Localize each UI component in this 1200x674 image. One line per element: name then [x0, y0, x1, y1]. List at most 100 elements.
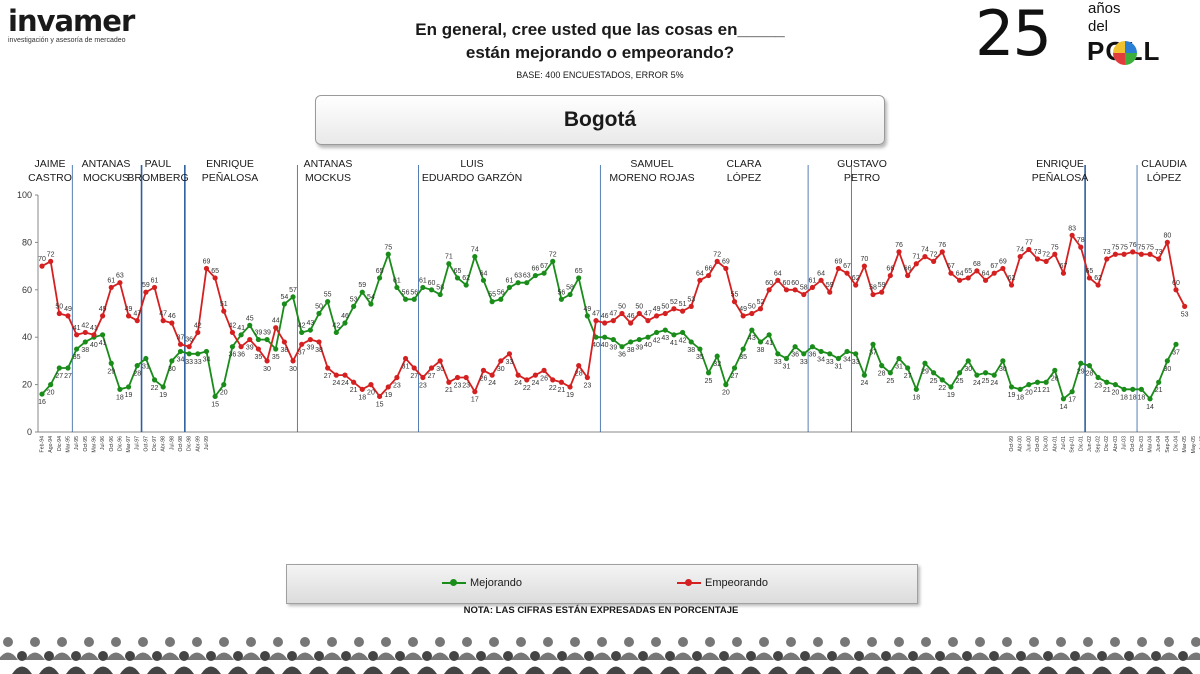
data-label: 25	[886, 378, 894, 385]
data-point	[56, 365, 62, 371]
data-point	[359, 289, 365, 295]
data-label: 41	[670, 340, 678, 347]
data-point	[134, 363, 140, 369]
x-tick-label: May-05	[1191, 436, 1197, 453]
data-label: 32	[713, 361, 721, 368]
data-label: 70	[38, 256, 46, 263]
data-label: 29	[1077, 368, 1085, 375]
data-label: 19	[947, 392, 955, 399]
data-point	[879, 289, 885, 295]
data-label: 55	[324, 292, 332, 299]
data-label: 75	[384, 244, 392, 251]
x-tick-label: Mar-04	[1148, 436, 1154, 453]
data-point	[705, 370, 712, 376]
data-label: 33	[826, 359, 834, 366]
data-point	[74, 332, 80, 338]
data-point	[714, 353, 720, 359]
data-point	[524, 377, 530, 383]
data-point	[299, 329, 305, 336]
data-point	[697, 277, 703, 283]
data-point	[982, 370, 989, 376]
data-point	[602, 320, 608, 326]
data-label: 20	[1112, 390, 1120, 397]
data-label: 14	[1060, 404, 1068, 411]
data-point	[1138, 386, 1144, 392]
data-label: 20	[47, 390, 55, 397]
period-label-line2: MORENO ROJAS	[609, 172, 694, 184]
data-point	[766, 287, 772, 293]
data-label: 64	[696, 270, 704, 277]
data-point	[801, 291, 807, 298]
data-label: 43	[306, 320, 314, 327]
data-label: 61	[809, 277, 817, 284]
data-point	[316, 310, 322, 317]
data-point	[740, 346, 746, 352]
x-tick-label: Jun-02	[1087, 436, 1093, 452]
data-point	[420, 374, 426, 381]
data-label: 65	[211, 268, 219, 275]
data-label: 18	[1129, 394, 1137, 401]
data-point	[645, 318, 651, 324]
data-point	[939, 377, 945, 383]
person-silhouette-icon	[160, 637, 180, 660]
data-label: 23	[419, 382, 427, 389]
data-point	[377, 393, 383, 400]
data-label: 62	[852, 275, 860, 282]
data-point	[1121, 251, 1127, 257]
data-label: 31	[895, 364, 903, 371]
data-point	[1017, 254, 1023, 260]
data-point	[1104, 379, 1110, 385]
city-header: Bogotá	[315, 95, 885, 145]
data-label: 30	[497, 366, 505, 373]
data-label: 36	[237, 352, 245, 359]
x-tick-label: Jul-98	[169, 436, 175, 450]
data-label: 55	[488, 292, 496, 299]
data-label: 40	[601, 342, 609, 349]
data-point	[39, 263, 45, 269]
person-silhouette-icon	[187, 637, 207, 660]
person-silhouette-icon	[876, 651, 896, 674]
data-label: 59	[358, 282, 366, 289]
data-point	[480, 277, 487, 283]
person-silhouette-icon	[943, 637, 963, 660]
data-label: 39	[635, 345, 643, 352]
crowd-silhouette-decoration	[0, 637, 1200, 674]
data-point	[671, 306, 677, 312]
data-point	[844, 270, 850, 276]
data-point	[143, 355, 149, 362]
data-label: 21	[557, 387, 565, 394]
data-label: 49	[99, 306, 107, 313]
data-point	[99, 313, 106, 319]
x-tick-label: Jul-01	[1061, 436, 1067, 450]
data-point	[472, 389, 478, 395]
data-label: 51	[220, 301, 228, 308]
data-label: 53	[350, 296, 358, 303]
data-label: 61	[506, 277, 514, 284]
x-tick-label: Jun-04	[1156, 436, 1162, 452]
data-label: 42	[81, 322, 89, 329]
data-point	[567, 291, 573, 298]
data-label: 61	[151, 277, 159, 284]
sample-base-note: BASE: 400 ENCUESTADOS, ERROR 5%	[516, 70, 684, 80]
data-label: 23	[583, 382, 591, 389]
data-point	[351, 303, 357, 309]
data-point	[705, 272, 712, 279]
data-label: 60	[765, 280, 773, 287]
chart-legend: Mejorando Empeorando	[286, 564, 918, 604]
period-label-line1: GUSTAVO	[837, 158, 887, 170]
person-silhouette-icon	[1092, 651, 1112, 674]
data-point	[411, 296, 417, 302]
person-silhouette-icon	[511, 637, 531, 660]
data-label: 17	[1068, 397, 1076, 404]
data-label: 75	[1051, 244, 1059, 251]
data-label: 64	[480, 270, 488, 277]
person-silhouette-icon	[525, 651, 545, 674]
data-label: 50	[55, 304, 63, 311]
x-tick-label: Dic-96	[117, 436, 123, 451]
data-point	[991, 270, 997, 276]
data-label: 56	[410, 289, 418, 296]
data-label: 24	[332, 380, 340, 387]
data-point	[1017, 386, 1023, 392]
data-label: 31	[783, 364, 791, 371]
data-point	[506, 351, 513, 357]
